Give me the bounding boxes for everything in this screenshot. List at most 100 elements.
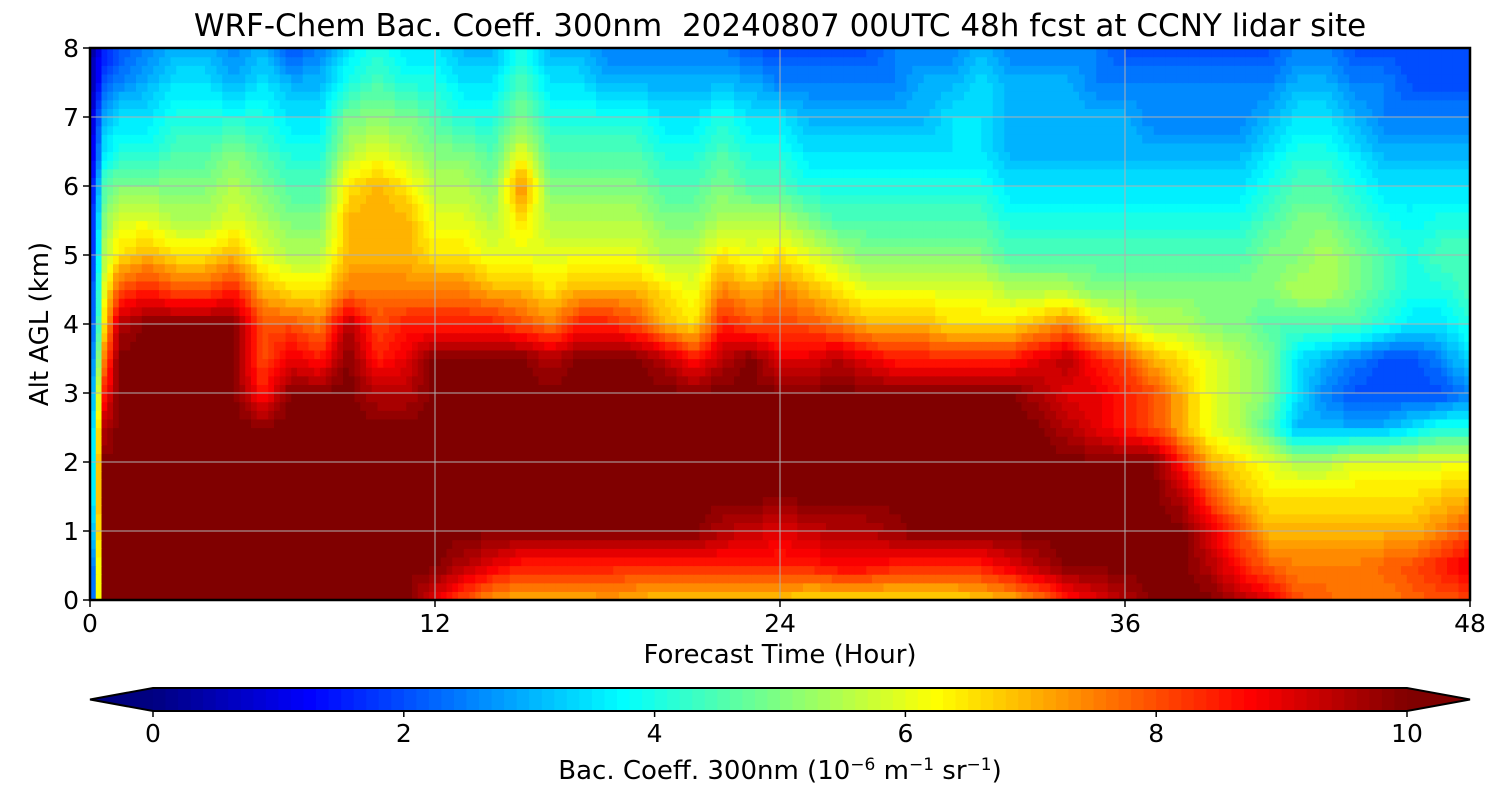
heatmap-cell: [964, 556, 971, 567]
heatmap-cell: [636, 574, 643, 584]
heatmap-cell: [1309, 436, 1316, 446]
heatmap-cell: [751, 591, 758, 600]
heatmap-cell: [532, 531, 540, 541]
heatmap-cell: [584, 436, 591, 446]
heatmap-cell: [745, 453, 752, 463]
heatmap-cell: [95, 462, 103, 472]
heatmap-cell: [688, 574, 695, 584]
heatmap-cell: [659, 453, 666, 463]
heatmap-cell: [228, 522, 235, 532]
heatmap-cell: [803, 505, 810, 515]
heatmap-cell: [348, 427, 356, 437]
heatmap-cell: [826, 548, 833, 558]
heatmap-cell: [682, 436, 689, 446]
heatmap-cell: [256, 539, 264, 549]
heatmap-cell: [1188, 453, 1195, 463]
heatmap-cell: [1090, 548, 1097, 558]
heatmap-cell: [1159, 513, 1166, 523]
heatmap-cell: [883, 565, 890, 575]
heatmap-cell: [256, 470, 264, 480]
heatmap-cell: [1389, 513, 1396, 523]
heatmap-cell: [1458, 513, 1465, 523]
heatmap-cell: [619, 531, 626, 541]
heatmap-cell: [394, 582, 402, 592]
heatmap-cell: [1159, 479, 1166, 489]
heatmap-cell: [1096, 591, 1103, 600]
heatmap-cell: [469, 591, 476, 600]
heatmap-cell: [659, 470, 666, 480]
heatmap-cell: [636, 582, 643, 592]
heatmap-cell: [762, 556, 770, 567]
heatmap-cell: [268, 453, 275, 463]
heatmap-cell: [808, 487, 816, 498]
heatmap-cell: [1153, 505, 1161, 515]
heatmap-cell: [1102, 531, 1109, 541]
heatmap-cell: [774, 513, 781, 523]
heatmap-cell: [1107, 591, 1115, 600]
heatmap-cell: [1395, 487, 1402, 498]
heatmap-cell: [682, 479, 689, 489]
heatmap-cell: [607, 462, 614, 472]
heatmap-cell: [1320, 496, 1327, 506]
heatmap-cell: [935, 522, 942, 532]
heatmap-cell: [176, 453, 183, 463]
heatmap-cell: [1033, 470, 1040, 480]
heatmap-cell: [1343, 487, 1350, 498]
heatmap-cell: [1107, 505, 1115, 515]
heatmap-cell: [1176, 427, 1184, 437]
heatmap-cell: [1332, 591, 1339, 600]
heatmap-cell: [1320, 505, 1327, 515]
heatmap-cell: [803, 444, 810, 454]
heatmap-cell: [147, 427, 154, 437]
heatmap-cell: [1343, 453, 1350, 463]
heatmap-cell: [429, 591, 436, 600]
heatmap-cell: [1326, 462, 1333, 472]
heatmap-cell: [136, 487, 143, 498]
heatmap-cell: [1113, 539, 1120, 549]
heatmap-cell: [946, 513, 954, 523]
heatmap-cell: [1366, 574, 1373, 584]
heatmap-cell: [1044, 427, 1051, 437]
heatmap-cell: [1234, 444, 1241, 454]
heatmap-cell: [302, 444, 310, 454]
heatmap-cell: [751, 427, 758, 437]
heatmap-cell: [711, 418, 718, 429]
heatmap-cell: [1274, 582, 1281, 592]
heatmap-cell: [975, 470, 982, 480]
heatmap-cell: [136, 565, 143, 575]
heatmap-cell: [854, 470, 862, 480]
heatmap-cell: [1257, 574, 1264, 584]
heatmap-cell: [1142, 548, 1149, 558]
heatmap-cell: [900, 513, 908, 523]
heatmap-cell: [561, 591, 568, 600]
heatmap-cell: [1056, 418, 1063, 429]
heatmap-cell: [245, 591, 252, 600]
heatmap-cell: [722, 548, 729, 558]
heatmap-cell: [1171, 436, 1178, 446]
heatmap-cell: [1096, 565, 1103, 575]
heatmap-cell: [653, 462, 660, 472]
heatmap-cell: [1194, 513, 1201, 523]
heatmap-cell: [1015, 539, 1023, 549]
heatmap-cell: [1084, 565, 1092, 575]
heatmap-cell: [233, 582, 241, 592]
heatmap-cell: [285, 591, 292, 600]
heatmap-cell: [228, 496, 235, 506]
heatmap-cell: [1084, 539, 1092, 549]
heatmap-cell: [153, 556, 160, 567]
heatmap-cell: [929, 505, 936, 515]
heatmap-cell: [343, 505, 350, 515]
heatmap-cell: [1349, 496, 1356, 506]
heatmap-cell: [1194, 487, 1201, 498]
heatmap-cell: [291, 582, 298, 592]
heatmap-cell: [182, 505, 189, 515]
heatmap-cell: [101, 487, 108, 498]
heatmap-cell: [440, 513, 448, 523]
heatmap-cell: [573, 453, 580, 463]
heatmap-cell: [1263, 582, 1270, 592]
heatmap-cell: [797, 479, 804, 489]
heatmap-cell: [912, 462, 919, 472]
heatmap-cell: [693, 496, 701, 506]
heatmap-cell: [527, 539, 534, 549]
heatmap-cell: [429, 582, 436, 592]
